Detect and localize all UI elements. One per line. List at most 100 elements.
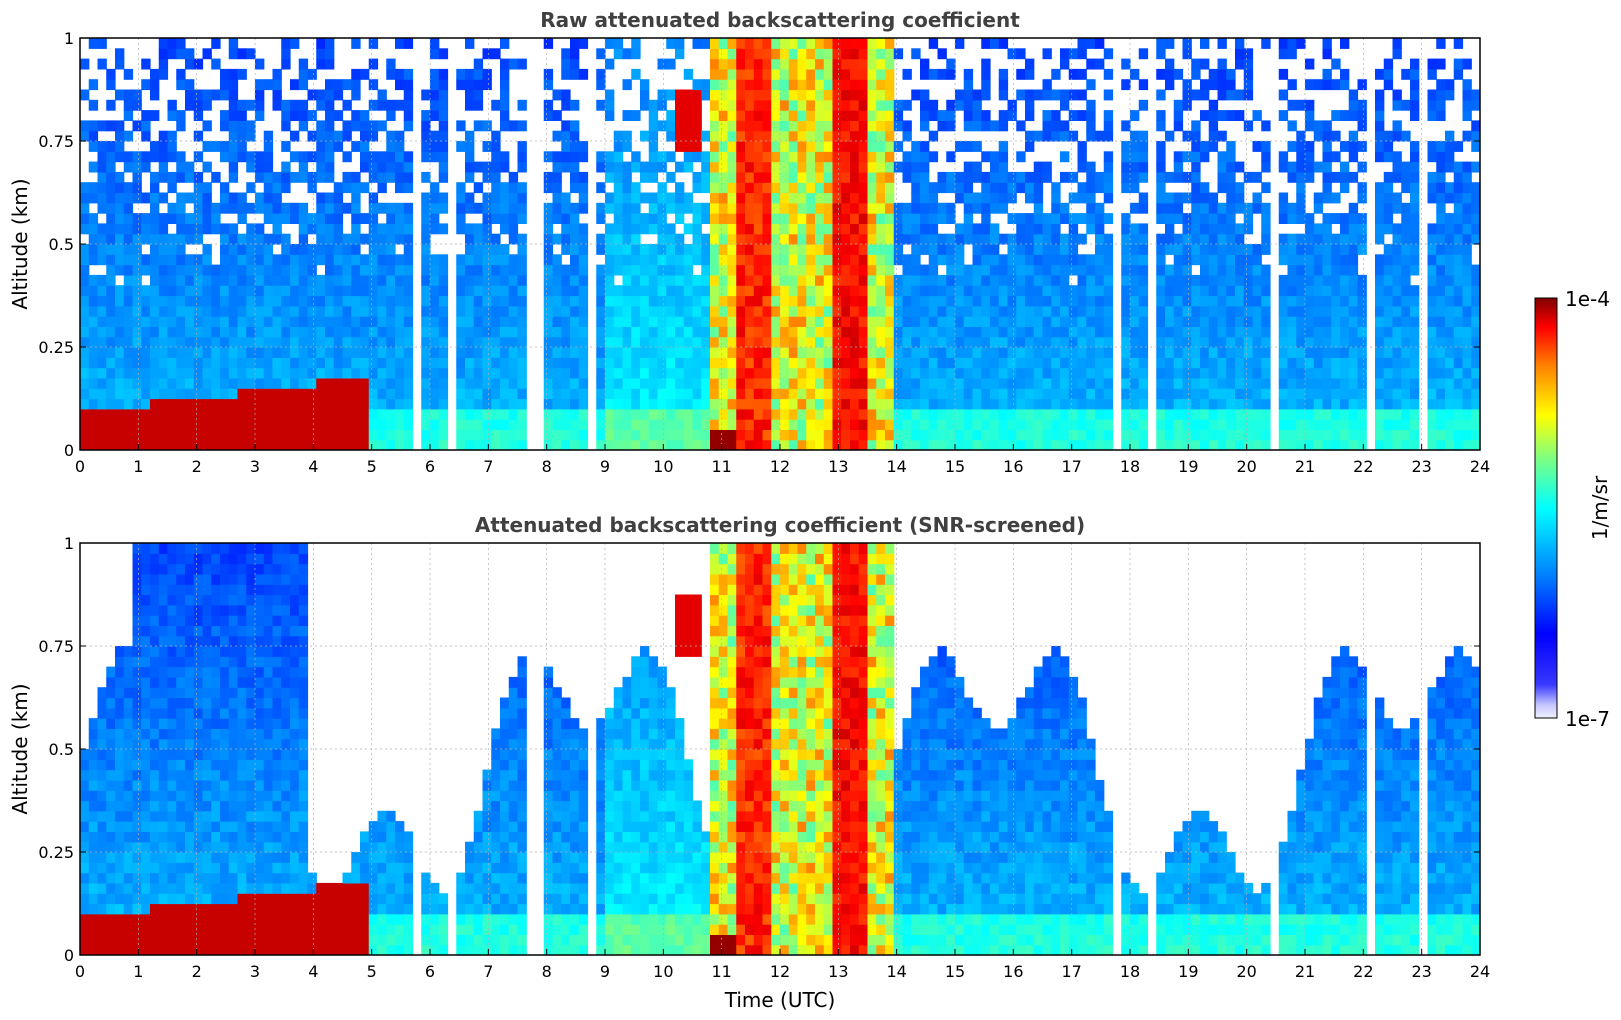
heatmap-cell [176, 233, 186, 245]
heatmap-cell [1217, 233, 1227, 245]
heatmap-cell [1453, 377, 1464, 389]
heatmap-cell [806, 347, 816, 358]
heatmap-cell [1217, 68, 1227, 80]
heatmap-cell [963, 295, 974, 307]
heatmap-cell [990, 357, 1000, 369]
heatmap-cell [972, 295, 982, 307]
heatmap-cell [858, 120, 869, 132]
heatmap-cell [1095, 285, 1105, 297]
heatmap-cell [1007, 419, 1017, 430]
heatmap-cell [158, 68, 169, 80]
heatmap-cell [176, 171, 186, 183]
heatmap-cell [438, 120, 449, 132]
heatmap-cell [1322, 171, 1332, 183]
heatmap-cell [1191, 141, 1201, 152]
heatmap-cell [902, 130, 912, 142]
heatmap-cell [1261, 161, 1271, 173]
heatmap-cell [1191, 171, 1201, 183]
heatmap-cell [1138, 336, 1149, 348]
heatmap-cell [1173, 68, 1184, 80]
heatmap-cell [1471, 388, 1480, 400]
heatmap-cell [893, 408, 904, 420]
heatmap-cell [237, 120, 247, 132]
heatmap-cell [885, 151, 895, 163]
heatmap-cell [1042, 377, 1052, 389]
heatmap-cell [1296, 316, 1306, 327]
heatmap-cell [578, 439, 589, 450]
heatmap-cell [158, 141, 169, 152]
heatmap-cell [1077, 326, 1087, 338]
heatmap-cell [937, 233, 947, 245]
heatmap-cell [351, 377, 361, 389]
heatmap-cell [1235, 429, 1245, 441]
heatmap-cell [1156, 264, 1166, 276]
heatmap-cell [648, 377, 659, 389]
heatmap-cell [1086, 398, 1096, 410]
heatmap-cell [1033, 408, 1044, 420]
heatmap-cell [648, 254, 659, 266]
heatmap-cell [1173, 110, 1184, 121]
heatmap-cell [675, 182, 685, 194]
heatmap-cell [1296, 161, 1306, 173]
heatmap-cell [1313, 429, 1324, 441]
heatmap-cell [106, 182, 116, 194]
heatmap-cell [298, 120, 309, 132]
heatmap-cell [806, 285, 816, 297]
heatmap-cell [272, 264, 282, 276]
heatmap-cell [1445, 316, 1455, 327]
heatmap-cell [648, 202, 659, 214]
heatmap-cell [578, 171, 589, 183]
heatmap-cell [1095, 305, 1105, 317]
heatmap-cell [1296, 295, 1306, 307]
heatmap-cell [1165, 326, 1175, 338]
grid-raw [80, 38, 1480, 450]
heatmap-cell [1313, 274, 1324, 286]
heatmap-cell [1296, 274, 1306, 286]
heatmap-cell [605, 233, 615, 245]
heatmap-cell [132, 223, 142, 235]
heatmap-cell [508, 202, 519, 214]
heatmap-cell [718, 110, 729, 121]
heatmap-cell [710, 213, 720, 224]
heatmap-cell [823, 357, 834, 369]
heatmap-cell [841, 295, 851, 307]
heatmap-cell [832, 388, 842, 400]
heatmap-cell [1077, 316, 1087, 327]
heatmap-cell [1200, 336, 1210, 348]
heatmap-cell [263, 213, 274, 224]
heatmap-cell [115, 171, 125, 183]
heatmap-cell [850, 347, 860, 358]
heatmap-cell [858, 99, 869, 111]
heatmap-cell [1340, 439, 1350, 450]
heatmap-cell [1208, 99, 1219, 111]
heatmap-cell [762, 367, 772, 379]
heatmap-cell [255, 439, 265, 450]
heatmap-cell [972, 336, 982, 348]
heatmap-cell [797, 68, 807, 80]
heatmap-cell [1103, 439, 1114, 450]
heatmap-cell [771, 213, 781, 224]
heatmap-cell [613, 326, 624, 338]
heatmap-cell [832, 285, 842, 297]
heatmap-cell [141, 223, 151, 235]
heatmap-cell [1200, 439, 1210, 450]
heatmap-cell [911, 305, 921, 317]
heatmap-cell [281, 347, 291, 358]
heatmap-cell [1453, 336, 1464, 348]
heatmap-cell [202, 274, 212, 286]
heatmap-cell [561, 99, 571, 111]
heatmap-cell [132, 274, 142, 286]
heatmap-cell [876, 285, 886, 297]
heatmap-cell [1060, 274, 1070, 286]
heatmap-cell [1322, 398, 1332, 410]
heatmap-cell [176, 326, 186, 338]
heatmap-cell [263, 367, 274, 379]
heatmap-cell [736, 223, 746, 235]
heatmap-cell [1322, 377, 1332, 389]
heatmap-cell [1243, 408, 1254, 420]
heatmap-cell [185, 398, 195, 410]
heatmap-cell [780, 388, 790, 400]
heatmap-cell [1191, 419, 1201, 430]
heatmap-cell [867, 439, 877, 450]
heatmap-cell [666, 295, 676, 307]
